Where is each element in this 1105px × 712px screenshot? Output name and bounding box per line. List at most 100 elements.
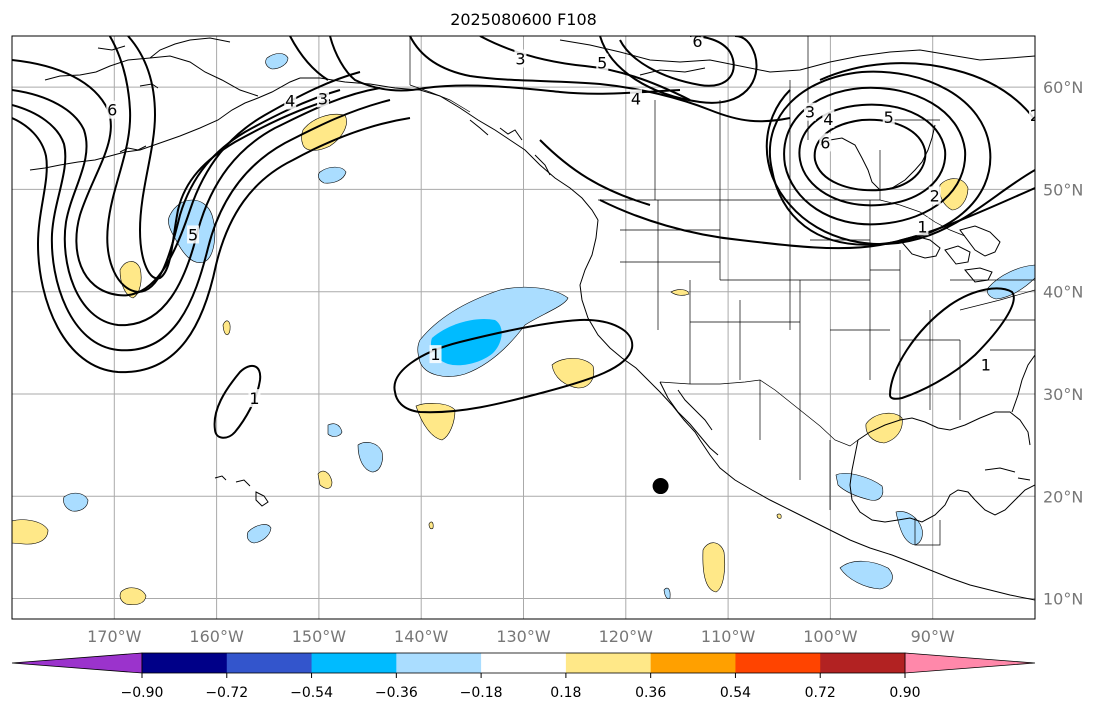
- contour-label-backdrop: [691, 36, 704, 51]
- positive-anomaly-region: [702, 542, 726, 593]
- latitude-label: 10°N: [1043, 590, 1083, 609]
- contour-label: 5: [884, 108, 894, 127]
- contour-label-backdrop: [284, 91, 297, 110]
- colorbar-segment: [650, 653, 736, 673]
- positive-anomaly-region: [865, 412, 903, 444]
- latitude-label: 20°N: [1043, 487, 1083, 506]
- longitude-label: 170°W: [87, 627, 142, 646]
- positive-anomaly-region: [222, 320, 231, 335]
- colorbar-segment: [396, 653, 482, 673]
- positive-anomaly-region: [317, 470, 333, 489]
- negative-anomaly-region: [327, 423, 343, 437]
- contour-label: 2: [930, 187, 940, 206]
- contour-label: 4: [631, 89, 641, 108]
- colorbar-segment: [311, 653, 397, 673]
- longitude-label: 90°W: [911, 627, 955, 646]
- contour-label: 1: [430, 345, 440, 364]
- contour-label: 1: [917, 217, 927, 236]
- colorbar-segment: [226, 653, 313, 673]
- contour-label: 2: [1030, 106, 1040, 125]
- graticule: [12, 36, 1035, 619]
- negative-anomaly-region: [430, 318, 502, 366]
- contour-label: 6: [692, 32, 702, 51]
- colorbar-tick-label: −0.54: [290, 685, 333, 701]
- positive-anomaly-region: [428, 521, 434, 530]
- longitude-label: 130°W: [496, 627, 551, 646]
- colorbar-outline: [141, 652, 906, 674]
- contour-label-backdrop: [928, 186, 941, 205]
- contour-label-backdrop: [106, 100, 119, 119]
- positive-anomaly-region: [776, 513, 782, 519]
- contour-label: 3: [318, 89, 328, 108]
- colorbar-tick-label: −0.36: [375, 685, 418, 701]
- contour-label-backdrop: [803, 102, 816, 121]
- colorbar-tick-label: −0.90: [121, 685, 164, 701]
- contour-label-backdrop: [916, 217, 929, 236]
- negative-anomaly-region: [246, 524, 272, 544]
- colorbar-under-extension: [11, 652, 143, 674]
- contour-label: 5: [597, 54, 607, 73]
- latitude-label: 60°N: [1043, 78, 1083, 97]
- colorbar-tick-labels: −0.90 −0.72 −0.54 −0.36 −0.18 0.18 0.36 0.54 0.7…: [121, 673, 921, 701]
- latitude-label: 50°N: [1043, 180, 1083, 199]
- longitude-labels: 170°W 160°W 150°W 140°W 130°W 120°W 110°W 100°W…: [87, 627, 955, 646]
- colorbar-segment: [142, 653, 228, 673]
- colorbar-tick-label: −0.18: [460, 685, 503, 701]
- latitude-label: 40°N: [1043, 283, 1083, 302]
- contour-label: 6: [820, 133, 830, 152]
- colorbar-tick-label: 0.72: [805, 685, 836, 701]
- positive-anomaly-region: [119, 587, 147, 606]
- colorbar-tick-label: −0.72: [205, 685, 248, 701]
- colorbar-segment: [820, 653, 906, 673]
- contour-label-backdrop: [882, 107, 895, 126]
- positive-anomaly-region: [12, 519, 49, 545]
- contour-label-backdrop: [979, 355, 992, 374]
- contour-label: 4: [285, 91, 295, 110]
- contour-label-backdrop: [316, 89, 329, 108]
- map-title: 2025080600 F108: [450, 10, 597, 29]
- contour-label-backdrop: [187, 225, 200, 244]
- colorbar-segment: [481, 653, 567, 673]
- contour-label: 3: [515, 50, 525, 69]
- latitude-label: 30°N: [1043, 385, 1083, 404]
- contour-label-backdrop: [248, 389, 261, 408]
- contour-label-backdrop: [630, 89, 643, 108]
- contour-label-backdrop: [822, 109, 835, 128]
- colorbar-tick-label: 0.90: [889, 685, 920, 701]
- colorbar-tick-label: 0.54: [720, 685, 751, 701]
- contour-label: 5: [188, 225, 198, 244]
- latitude-labels: 60°N 50°N 40°N 30°N 20°N 10°N: [1043, 78, 1083, 608]
- contour-label: 1: [249, 389, 259, 408]
- positive-anomaly-region: [301, 113, 347, 151]
- longitude-label: 140°W: [394, 627, 449, 646]
- colorbar-over-extension: [904, 652, 1036, 674]
- map-border: [11, 35, 1036, 620]
- colorbar-tick-label: 0.36: [635, 685, 666, 701]
- colorbar-segment: [735, 653, 821, 673]
- contour-label: 4: [823, 110, 833, 129]
- colorbar-segment: [565, 653, 652, 673]
- longitude-label: 100°W: [803, 627, 858, 646]
- contour-label-backdrop: [819, 133, 832, 152]
- longitude-label: 150°W: [292, 627, 347, 646]
- negative-anomaly-region: [63, 492, 89, 512]
- negative-anomaly-region: [839, 560, 893, 590]
- contour-label-backdrop: [514, 49, 527, 68]
- contour-label: 6: [107, 101, 117, 120]
- positive-anomaly-region: [119, 261, 142, 299]
- contour-label: 1: [981, 355, 991, 374]
- negative-anomaly-region: [318, 166, 347, 184]
- negative-anomaly-region: [265, 53, 289, 70]
- contour-label: 3: [805, 103, 815, 122]
- longitude-label: 120°W: [599, 627, 654, 646]
- storm-marker: [652, 478, 669, 495]
- contour-label-backdrop: [429, 345, 442, 364]
- negative-anomaly-region: [986, 264, 1035, 300]
- colorbar-tick-label: 0.18: [550, 685, 581, 701]
- negative-anomaly-region: [835, 473, 884, 501]
- negative-anomaly-region: [663, 587, 671, 600]
- positive-anomaly-region: [670, 289, 690, 296]
- political-borders: [409, 36, 1035, 546]
